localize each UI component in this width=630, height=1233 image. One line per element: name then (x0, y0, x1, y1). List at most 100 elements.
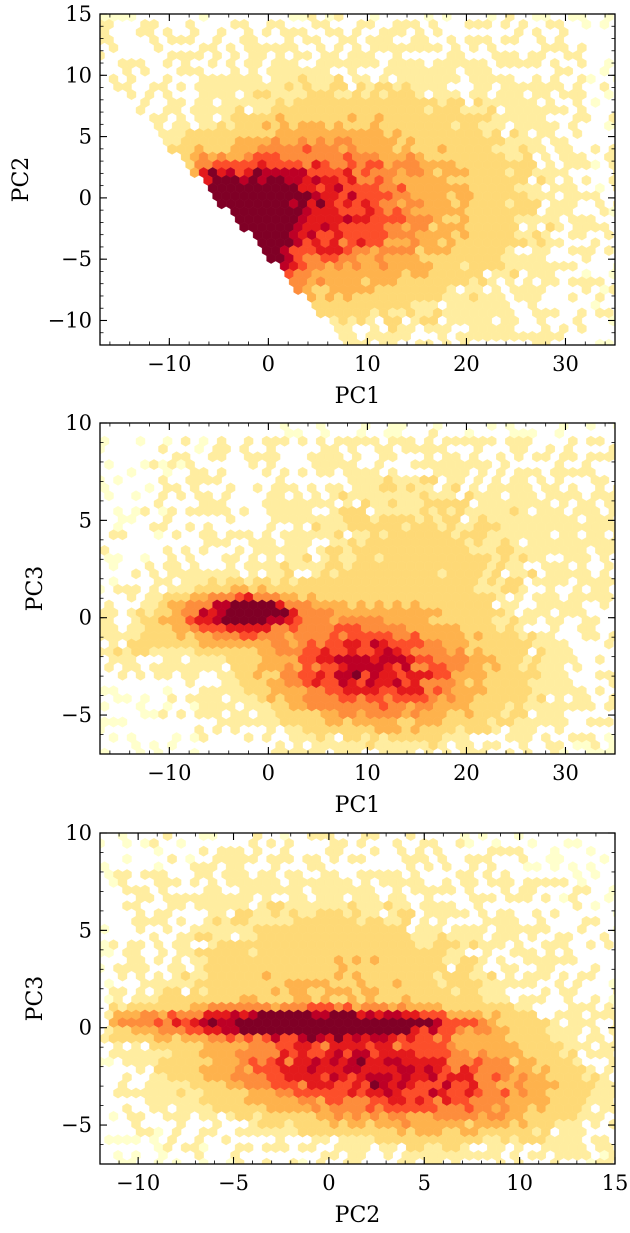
hexbin-cell (140, 459, 150, 471)
hexbin-cell (117, 716, 128, 728)
hexbin-cell (618, 444, 627, 454)
hexbin-cell (401, 330, 411, 342)
hexbin-cell (162, 833, 173, 842)
hexbin-cell (158, 708, 168, 720)
hexbin-cell (176, 900, 186, 912)
hexbin-cell (162, 833, 164, 834)
hexbin-cell (618, 4, 627, 14)
x-tick-labels: −10 0 10 20 30 (147, 352, 579, 376)
hexbin-cell (135, 747, 146, 754)
hexbin-cell (554, 330, 564, 342)
hexbin-cell (514, 451, 524, 463)
hexbin-cell (595, 685, 605, 697)
hexbin-cell (144, 833, 146, 834)
hexbin-cell (618, 1010, 627, 1020)
hexbin-cell (559, 892, 569, 904)
hexbin-cell (108, 732, 119, 744)
hexbin-cell (577, 323, 587, 335)
hexbin-cell (234, 529, 245, 541)
hexbin-cell (618, 175, 627, 185)
hexbin-cell (586, 845, 596, 857)
hexbin-cell (347, 853, 357, 865)
hexbin-cell (608, 1025, 615, 1037)
hexbin-cell (140, 869, 150, 881)
hexbin-cell (334, 747, 344, 754)
hexbin-cell (581, 284, 592, 296)
hexbin-cell (541, 970, 551, 982)
hexbin-cell (87, 537, 96, 547)
hexbin-cell (185, 677, 195, 689)
hexbin-cell (388, 747, 398, 754)
hexbin-cell (568, 276, 578, 288)
hexbin-cell (117, 14, 128, 23)
hexbin-cell (189, 876, 200, 888)
y-tick-label: 10 (65, 63, 92, 87)
hexbin-cell (360, 833, 362, 834)
hexbin-cell (608, 1009, 615, 1021)
hexbin-cell (198, 833, 209, 842)
hexbin-cell (162, 669, 173, 681)
x-axis-label: PC1 (335, 384, 381, 409)
hexbin-cell (100, 443, 105, 455)
hexbin-cell (100, 923, 110, 935)
hexbin-cell (230, 18, 240, 30)
hexbin-cell (451, 435, 461, 447)
hexbin-cell (554, 237, 564, 249)
hexbin-cell (618, 19, 627, 29)
hexbin-cell (618, 284, 627, 294)
hexbin-cell (590, 159, 601, 171)
y-tick-label: −10 (48, 308, 92, 332)
hexbin-cell (460, 747, 470, 754)
hexbin-cell (144, 892, 155, 904)
hexbin-cell (153, 747, 164, 754)
hexbin-cell (126, 89, 137, 101)
hexbin-cell (527, 615, 537, 627)
hexbin-cell (618, 662, 627, 672)
hexbin-cell (618, 963, 627, 973)
hexbin-cell (135, 1064, 146, 1076)
hexbin-cell (532, 451, 542, 463)
hexbin-cell (618, 316, 627, 326)
x-tick-labels: −10 0 10 20 30 (147, 761, 579, 785)
hexbin-cell (212, 474, 222, 486)
hexbin-cell (185, 521, 195, 533)
hexbin-cell (590, 143, 601, 155)
hexbin-cell (532, 14, 542, 23)
hexbin-cell (460, 338, 470, 345)
hexbin-cell (478, 833, 488, 842)
hexbin-cell (117, 669, 128, 681)
hexbin-cell (464, 837, 474, 849)
hexbin-cell (176, 490, 186, 502)
hexbin-cell (554, 724, 564, 736)
hexbin-cell (608, 677, 615, 689)
hexbin-cell (135, 104, 146, 116)
hexbin-cell (158, 443, 168, 455)
hexbin-cell (149, 708, 159, 720)
hexbin-cell (198, 14, 209, 23)
hexbin-cell (100, 837, 105, 849)
hexbin-cell (442, 14, 452, 23)
hexbin-cell (586, 700, 596, 712)
hexbin-cell (87, 901, 96, 911)
hexbin-cell (581, 252, 592, 264)
hexbin-cell (100, 60, 101, 67)
hexbin-cell (126, 466, 137, 478)
hexbin-cell (352, 338, 362, 345)
x-tick-label: 20 (453, 761, 480, 785)
hexbin-cell (100, 14, 101, 20)
hexbin-cell (87, 647, 96, 657)
hexbin-cell (415, 338, 425, 345)
hexbin-cell (586, 747, 596, 754)
hexbin-cell (316, 747, 326, 754)
hexbin-cell (149, 459, 159, 471)
hexbin-cell (365, 18, 375, 30)
hexbin-cell (604, 716, 614, 728)
hexbin-cell (87, 631, 96, 641)
y-tick-label: 0 (79, 606, 92, 630)
hexbin-cell (608, 159, 615, 171)
hexbin-cell (279, 747, 290, 754)
hexbin-cell (563, 837, 573, 849)
hexbin-cell (180, 833, 182, 834)
